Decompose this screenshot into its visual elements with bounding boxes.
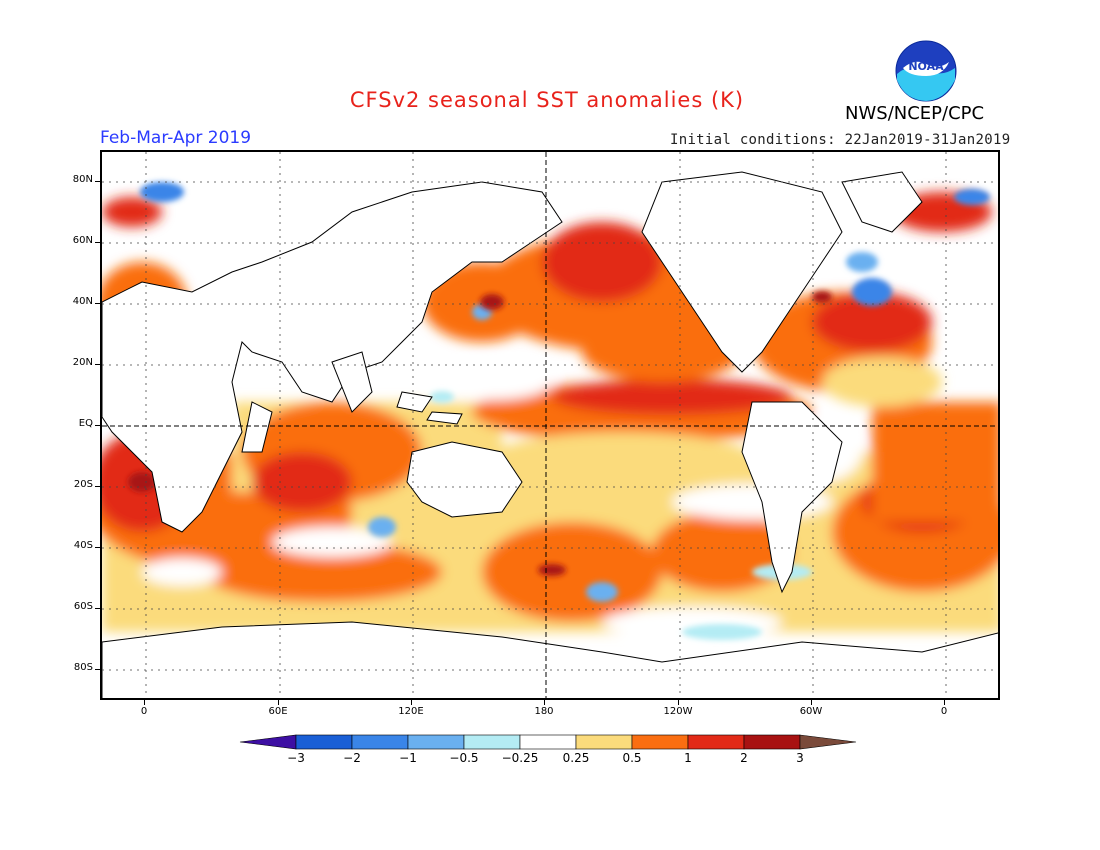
lat-label: 80N xyxy=(72,174,93,185)
strong-warm-spots xyxy=(128,291,832,576)
lon-label: 60E xyxy=(268,706,288,717)
colorbar-swatch xyxy=(799,734,857,750)
colorbar: −3 −2 −1 −0.5 −0.25 0.25 0.5 1 2 3 xyxy=(239,734,857,765)
lon-label: 120W xyxy=(663,706,693,717)
colorbar-label: 2 xyxy=(740,751,748,765)
lat-label: 60S xyxy=(73,601,93,612)
colorbar-label: 3 xyxy=(796,751,804,765)
lat-label: 40S xyxy=(73,540,93,551)
lon-label: 60W xyxy=(799,706,823,717)
graticule xyxy=(102,152,998,698)
colorbar-swatch xyxy=(743,734,801,750)
colorbar-swatch xyxy=(351,734,409,750)
colorbar-label: −3 xyxy=(287,751,305,765)
lat-label: EQ xyxy=(78,418,93,429)
colorbar-swatch xyxy=(463,734,521,750)
colorbar-swatch xyxy=(407,734,465,750)
colorbar-swatch xyxy=(239,734,297,750)
lon-label: 0 xyxy=(940,706,948,717)
lon-label: 0 xyxy=(140,706,148,717)
colorbar-label: −2 xyxy=(343,751,361,765)
colorbar-swatch xyxy=(687,734,745,750)
svg-text:NOAA: NOAA xyxy=(908,60,944,73)
lat-label: 20S xyxy=(73,479,93,490)
colorbar-label: 1 xyxy=(684,751,692,765)
map-title: CFSv2 seasonal SST anomalies (K) xyxy=(349,88,745,112)
lat-label: 20N xyxy=(72,357,93,368)
colorbar-swatch xyxy=(519,734,577,750)
colorbar-swatch xyxy=(631,734,689,750)
colorbar-label: −1 xyxy=(399,751,417,765)
lat-label: 60N xyxy=(72,235,93,246)
lat-label: 80S xyxy=(73,662,93,673)
colorbar-label: 0.25 xyxy=(563,751,590,765)
sst-anomaly-map xyxy=(100,150,1000,700)
initial-conditions-label: Initial conditions: 22Jan2019-31Jan2019 xyxy=(670,132,1011,148)
lon-label: 180 xyxy=(534,706,554,717)
colorbar-label: −0.5 xyxy=(449,751,478,765)
colorbar-swatch xyxy=(295,734,353,750)
colorbar-label: 0.5 xyxy=(622,751,641,765)
agency-label: NWS/NCEP/CPC xyxy=(845,103,985,124)
noaa-logo: NOAA xyxy=(895,40,957,102)
equator-dateline xyxy=(102,152,998,698)
colorbar-label: −0.25 xyxy=(502,751,539,765)
forecast-period: Feb-Mar-Apr 2019 xyxy=(100,128,252,148)
colorbar-swatch xyxy=(575,734,633,750)
lon-label: 120E xyxy=(398,706,424,717)
lat-label: 40N xyxy=(72,296,93,307)
land xyxy=(102,171,998,698)
